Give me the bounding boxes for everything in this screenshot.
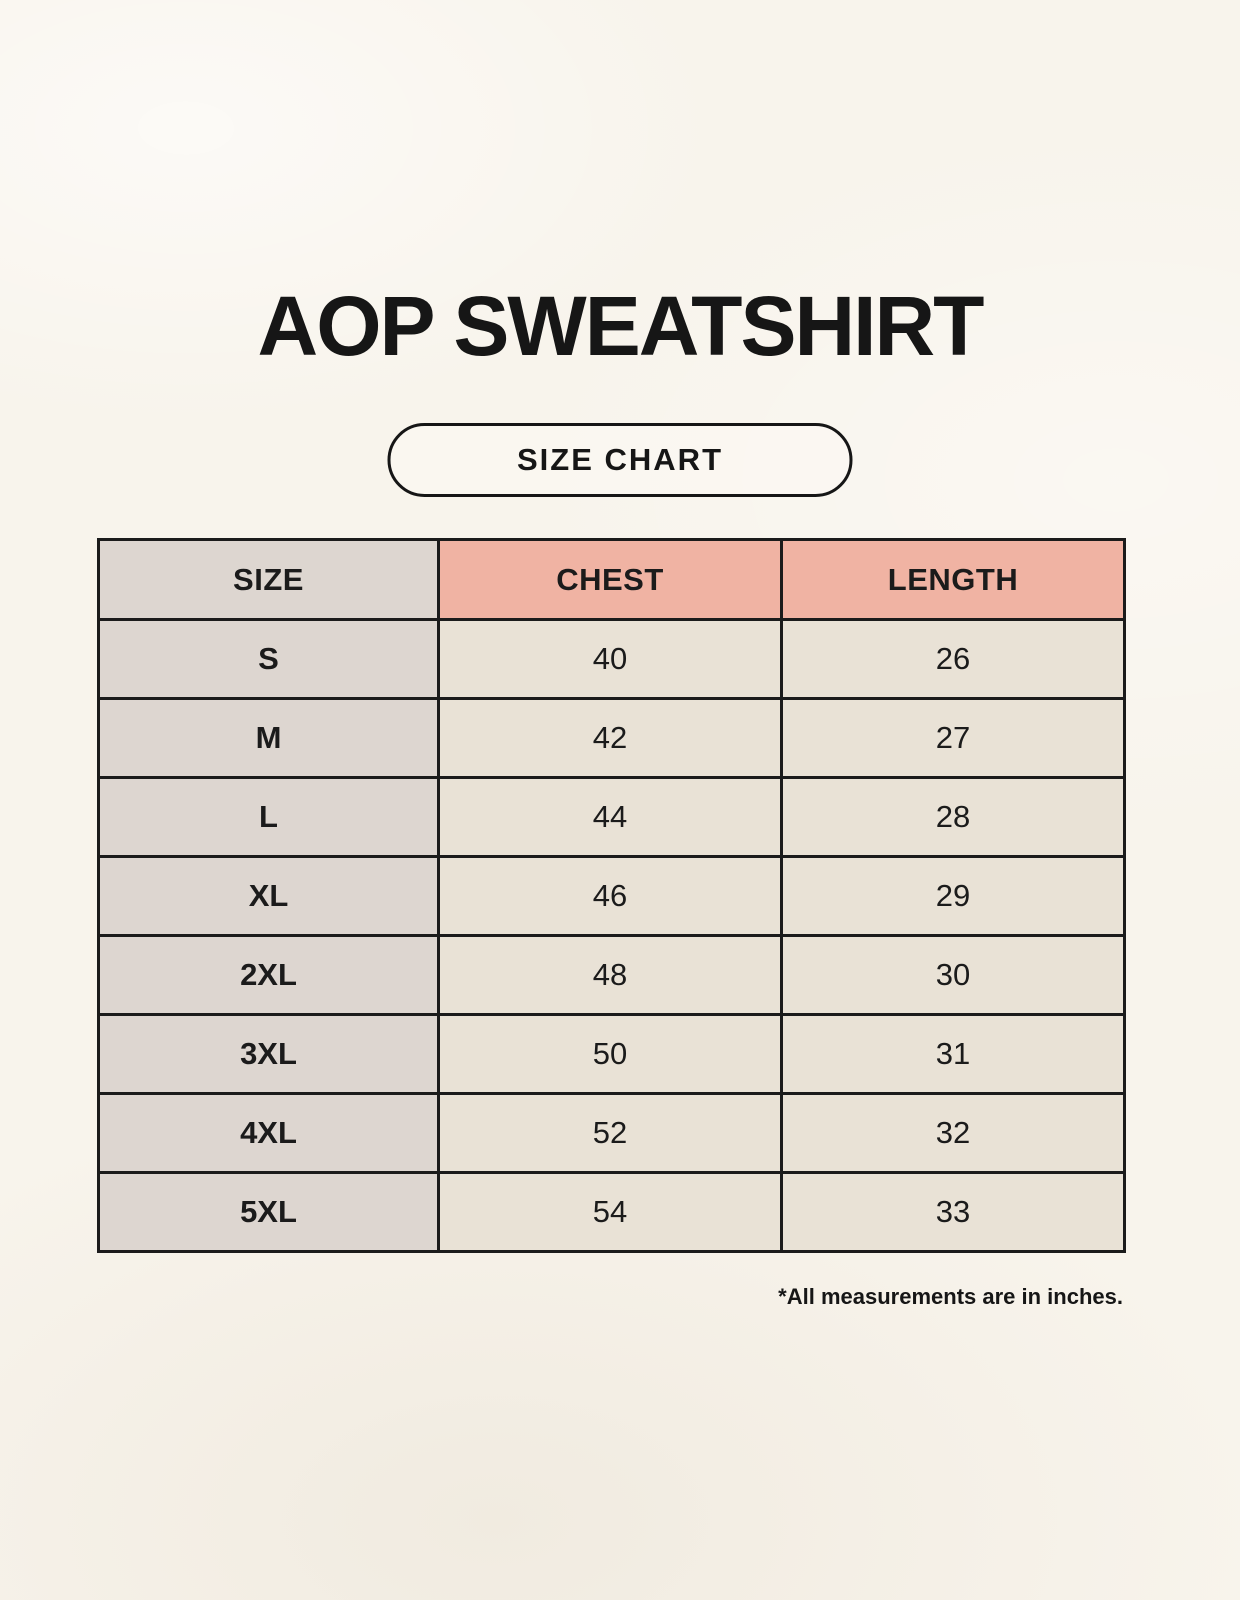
chest-cell: 40 [437, 618, 783, 700]
chest-cell: 44 [437, 776, 783, 858]
chest-cell: 54 [437, 1171, 783, 1253]
chest-cell: 42 [437, 697, 783, 779]
table-row: 4XL 52 32 [97, 1092, 1126, 1174]
length-cell: 29 [780, 855, 1126, 937]
length-cell: 27 [780, 697, 1126, 779]
chest-cell: 46 [437, 855, 783, 937]
table-row: 5XL 54 33 [97, 1171, 1126, 1253]
size-chart-badge-label: SIZE CHART [517, 442, 723, 477]
length-cell: 26 [780, 618, 1126, 700]
page-title: AOP SWEATSHIRT [257, 279, 985, 373]
size-table: SIZE CHEST LENGTH S 40 26 M 42 27 L 44 28 XL 46 29 2… [97, 538, 1126, 1253]
chest-cell: 50 [437, 1013, 783, 1095]
measurements-footnote: *All measurements are in inches. [778, 1284, 1123, 1309]
table-row: 3XL 50 31 [97, 1013, 1126, 1095]
column-header-length: LENGTH [780, 538, 1126, 621]
size-cell: 2XL [97, 934, 440, 1016]
table-row: XL 46 29 [97, 855, 1126, 937]
size-table-header: SIZE CHEST LENGTH [97, 538, 1126, 621]
length-cell: 32 [780, 1092, 1126, 1174]
table-row: 2XL 48 30 [97, 934, 1126, 1016]
size-cell: XL [97, 855, 440, 937]
length-cell: 28 [780, 776, 1126, 858]
length-cell: 33 [780, 1171, 1126, 1253]
length-cell: 30 [780, 934, 1126, 1016]
size-cell: L [97, 776, 440, 858]
header-row: SIZE CHEST LENGTH [97, 538, 1126, 621]
size-chart-badge: SIZE CHART [387, 423, 853, 497]
size-table-body: S 40 26 M 42 27 L 44 28 XL 46 29 2XL 48 30 3XL 50 31 4XL 52… [97, 618, 1126, 1253]
chest-cell: 52 [437, 1092, 783, 1174]
column-header-size: SIZE [97, 538, 440, 621]
size-cell: 4XL [97, 1092, 440, 1174]
table-row: M 42 27 [97, 697, 1126, 779]
table-row: S 40 26 [97, 618, 1126, 700]
chest-cell: 48 [437, 934, 783, 1016]
size-cell: 5XL [97, 1171, 440, 1253]
size-table-container: SIZE CHEST LENGTH S 40 26 M 42 27 L 44 28 XL 46 29 2… [97, 538, 1126, 1253]
size-cell: 3XL [97, 1013, 440, 1095]
column-header-chest: CHEST [437, 538, 783, 621]
table-row: L 44 28 [97, 776, 1126, 858]
length-cell: 31 [780, 1013, 1126, 1095]
size-cell: S [97, 618, 440, 700]
size-cell: M [97, 697, 440, 779]
